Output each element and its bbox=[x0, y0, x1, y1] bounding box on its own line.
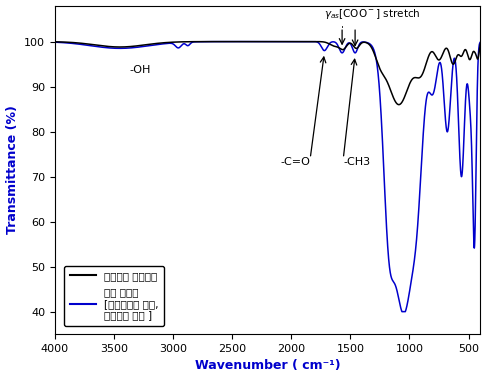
X-axis label: Wavenumber ( cm⁻¹): Wavenumber ( cm⁻¹) bbox=[195, 359, 340, 372]
Text: -CH3: -CH3 bbox=[343, 157, 370, 167]
Y-axis label: Transmittance (%): Transmittance (%) bbox=[5, 105, 18, 234]
Text: $\gamma_{as}$[COO$^-$] stretch: $\gamma_{as}$[COO$^-$] stretch bbox=[324, 7, 421, 27]
Text: -OH: -OH bbox=[129, 65, 151, 75]
Legend: 알루미나 멘브레인, 최종 흡신제
[메조세공체 코팅,
접목중합 개질 ]: 알루미나 멘브레인, 최종 흡신제 [메조세공체 코팅, 접목중합 개질 ] bbox=[64, 266, 164, 326]
Text: -C=O: -C=O bbox=[281, 157, 311, 167]
